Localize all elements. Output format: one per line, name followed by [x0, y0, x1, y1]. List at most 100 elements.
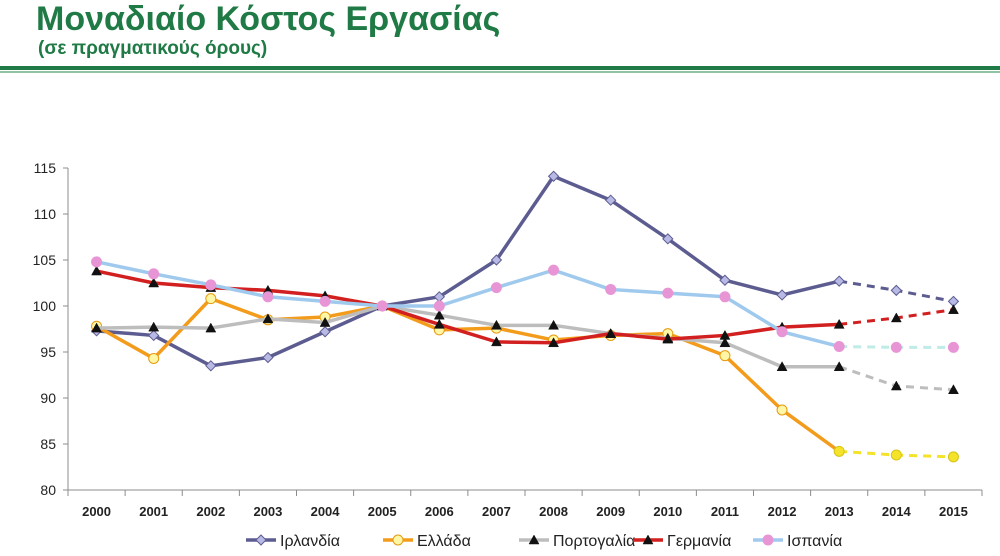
data-point [148, 277, 160, 288]
data-point [890, 449, 902, 461]
data-point [948, 384, 959, 394]
x-tick-label: 2012 [768, 504, 797, 519]
chart-axes: 80 85 90 95 100 105 110 115 2000 2001 2002 2003 2004… [33, 160, 983, 519]
data-point [719, 291, 731, 303]
data-point [548, 319, 559, 330]
x-tick-label: 2001 [139, 504, 168, 519]
data-point [148, 268, 160, 280]
legend-item: Ισπανία [753, 533, 842, 550]
data-point [490, 254, 503, 266]
x-tick-label: 2003 [253, 504, 282, 519]
data-point [719, 337, 731, 348]
legend-item: Πορτογαλία [519, 533, 635, 550]
y-tick-label: 95 [40, 344, 56, 360]
x-tick-label: 2000 [82, 504, 111, 519]
data-point [548, 264, 560, 276]
data-point [262, 313, 274, 324]
data-point [890, 284, 903, 297]
data-point [547, 170, 560, 182]
series-3 [91, 300, 959, 394]
data-point [719, 350, 731, 362]
header-divider-light [0, 71, 1000, 73]
series-2 [91, 293, 959, 463]
legend-marker [642, 534, 654, 545]
legend-marker [762, 534, 774, 546]
y-tick-label: 85 [40, 436, 56, 452]
data-point [776, 361, 788, 371]
data-point [776, 326, 788, 338]
legend-label: Γερμανία [667, 533, 731, 550]
data-point [376, 300, 388, 312]
data-point [604, 194, 617, 206]
data-point [548, 337, 559, 348]
y-tick-label: 115 [34, 160, 57, 176]
y-tick-label: 90 [40, 390, 56, 406]
data-point [490, 282, 502, 294]
data-point [319, 317, 331, 327]
data-point [662, 233, 674, 245]
data-point [833, 340, 845, 352]
page-subtitle: (σε πραγματικούς όρους) [38, 38, 268, 59]
data-point [947, 451, 959, 463]
x-tick-label: 2011 [711, 504, 739, 519]
data-point [148, 352, 160, 364]
x-tick-label: 2005 [368, 504, 397, 519]
data-point [433, 318, 445, 329]
data-point [890, 341, 902, 353]
legend-marker [255, 534, 267, 546]
data-point [205, 279, 217, 291]
data-point [319, 295, 331, 307]
page-title: Μοναδιαίο Κόστος Εργασίας [36, 0, 501, 38]
data-point [91, 265, 102, 276]
data-point [833, 275, 845, 287]
x-tick-label: 2008 [539, 504, 568, 519]
data-point [947, 341, 959, 353]
data-point [833, 361, 845, 371]
x-tick-label: 2013 [825, 504, 854, 519]
data-point [719, 329, 731, 340]
legend-item: Ελλάδα [383, 533, 471, 550]
data-point [433, 300, 445, 312]
legend-marker [528, 534, 540, 545]
legend-label: Ισπανία [787, 533, 842, 550]
data-point [148, 321, 160, 332]
legend-item: Ιρλανδία [246, 533, 340, 550]
data-point [833, 445, 845, 457]
y-tick-label: 80 [40, 482, 56, 498]
legend-item: Γερμανία [633, 533, 731, 550]
data-point [319, 326, 331, 338]
series-line [96, 174, 840, 368]
series-line [96, 304, 840, 369]
data-point [491, 336, 502, 347]
x-tick-label: 2007 [482, 504, 511, 519]
data-point [205, 322, 217, 333]
data-point [890, 380, 902, 391]
legend-marker [392, 534, 404, 546]
data-point [833, 318, 845, 329]
chart-series [90, 170, 960, 463]
data-point [91, 256, 103, 268]
series-1 [90, 170, 960, 372]
series-5 [91, 256, 959, 353]
data-point [890, 312, 902, 323]
x-tick-label: 2014 [882, 504, 912, 519]
x-tick-label: 2015 [939, 504, 968, 519]
data-point [205, 360, 217, 372]
y-tick-label: 110 [34, 206, 57, 222]
header-divider [0, 66, 1000, 70]
data-point [262, 351, 274, 364]
x-tick-label: 2009 [596, 504, 625, 519]
data-point [948, 304, 959, 314]
data-point [91, 322, 102, 333]
data-point [262, 291, 274, 303]
x-tick-label: 2006 [425, 504, 454, 519]
data-point [147, 329, 160, 342]
data-point [605, 283, 617, 295]
y-tick-label: 105 [33, 252, 57, 268]
data-point [205, 293, 217, 305]
data-point [605, 328, 617, 338]
series-line [95, 296, 841, 453]
data-point [776, 404, 788, 416]
y-tick-label: 100 [33, 298, 57, 314]
x-tick-label: 2004 [311, 504, 341, 519]
